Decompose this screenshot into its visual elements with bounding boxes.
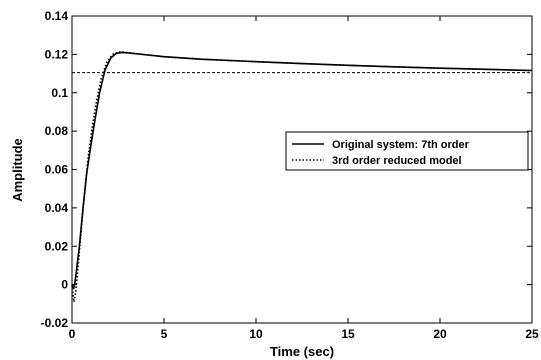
- x-axis-label: Time (sec): [270, 344, 334, 359]
- series-layer: [71, 51, 533, 303]
- legend-label-reduced: 3rd order reduced model: [332, 155, 462, 167]
- y-tick-label: 0: [61, 278, 68, 292]
- legend: Original system: 7th order 3rd order red…: [285, 131, 529, 171]
- y-tick-label: 0.1: [51, 86, 68, 100]
- y-axis-label: Amplitude: [10, 138, 25, 202]
- legend-label-original: Original system: 7th order: [332, 139, 470, 151]
- series-line-reduced: [71, 51, 533, 303]
- axis-ticks: [71, 15, 533, 324]
- y-tick-label: 0.14: [45, 9, 69, 23]
- x-tick-label: 5: [161, 327, 168, 341]
- y-tick-label: 0.08: [45, 124, 69, 138]
- y-tick-label: 0.12: [45, 47, 69, 61]
- y-tick-label: 0.04: [45, 201, 69, 215]
- x-tick-label: 20: [433, 327, 447, 341]
- y-tick-label: -0.02: [41, 316, 69, 330]
- x-tick-label: 10: [249, 327, 263, 341]
- y-tick-label: 0.02: [45, 239, 69, 253]
- x-tick-label: 15: [341, 327, 355, 341]
- axis-tick-labels: 0 5 10 15 20 25-0.0200.020.040.060.080.10.120…: [41, 9, 539, 341]
- legend-box: [285, 131, 529, 171]
- y-tick-label: 0.06: [45, 163, 69, 177]
- x-tick-label: 0: [69, 327, 76, 341]
- x-tick-label: 25: [525, 327, 539, 341]
